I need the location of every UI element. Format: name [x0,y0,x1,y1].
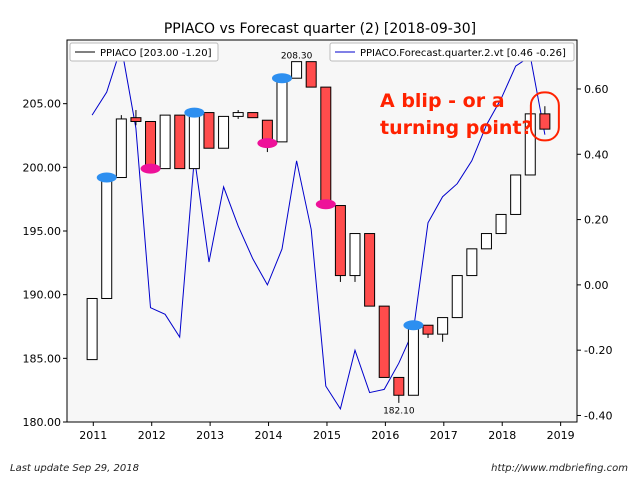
signal-marker [271,73,292,84]
x-tick-label: 2012 [138,429,166,442]
y-tick-label: 200.00 [23,161,62,174]
signal-marker [96,172,117,183]
y-tick-label: 205.00 [23,98,62,111]
candle [188,114,200,170]
x-tick-label: 2018 [488,429,516,442]
candle [130,117,142,122]
candle [510,174,522,215]
y2-tick-label: 0.00 [584,279,609,292]
y2-tick-label: 0.40 [584,148,609,161]
source-url: http://www.mdbriefing.com [491,463,628,474]
candle [437,317,449,335]
y2-tick-label: 0.20 [584,214,609,227]
signal-marker [257,138,278,149]
candle [393,376,405,396]
x-tick-label: 2019 [547,429,575,442]
low-value-label: 182.10 [383,406,415,416]
forecast-line [91,46,546,411]
candle [480,233,492,250]
x-tick-label: 2017 [430,429,458,442]
x-tick-label: 2015 [313,429,341,442]
candle [145,120,157,170]
candle [232,112,244,117]
candle [407,324,419,396]
candle [159,114,171,170]
candle [291,61,303,79]
signal-marker [184,107,205,118]
x-tick-label: 2016 [371,429,399,442]
y-tick-label: 195.00 [23,225,62,238]
y-tick-label: 190.00 [23,289,62,302]
y2-tick-label: -0.20 [584,344,612,357]
candle [378,305,390,378]
candle [349,233,361,277]
callout-text-line2: turning point? [380,117,533,139]
candle [203,112,215,149]
high-value-label: 208.30 [281,52,313,62]
candle [101,177,113,299]
legend-label-left: PPIACO [203.00 -1.20] [100,48,212,59]
callout-text-line1: A blip - or a [380,90,505,112]
callout-highlight-ring [529,91,560,142]
y2-tick-label: 0.60 [584,83,609,96]
candle [451,275,463,319]
y2-tick-label: -0.40 [584,409,612,422]
signal-marker [403,320,424,331]
chart-title: PPIACO vs Forecast quarter (2) [2018-09-… [164,21,476,37]
candle [115,118,127,179]
x-tick-label: 2013 [196,429,224,442]
legend-box-left [69,42,219,62]
candle [466,248,478,277]
last-update-text: Last update Sep 29, 2018 [10,463,139,474]
candle [539,113,551,130]
candle [305,61,317,88]
legend-box-right [329,42,575,62]
candle [422,324,434,335]
x-tick-label: 2011 [79,429,107,442]
x-tick-label: 2014 [255,429,283,442]
candle [247,112,259,119]
y-tick-label: 185.00 [23,352,62,365]
signal-marker [315,199,336,210]
candle [334,205,346,277]
candle [174,114,186,170]
candle [218,115,230,149]
candle [86,297,98,361]
signal-marker [140,163,161,174]
candle [364,233,376,307]
candle [276,77,288,143]
legend-label-right: PPIACO.Forecast.quarter.2.vt [0.46 -0.26… [360,48,566,59]
candle [320,86,332,207]
candle [495,213,507,235]
y-tick-label: 180.00 [23,416,62,429]
